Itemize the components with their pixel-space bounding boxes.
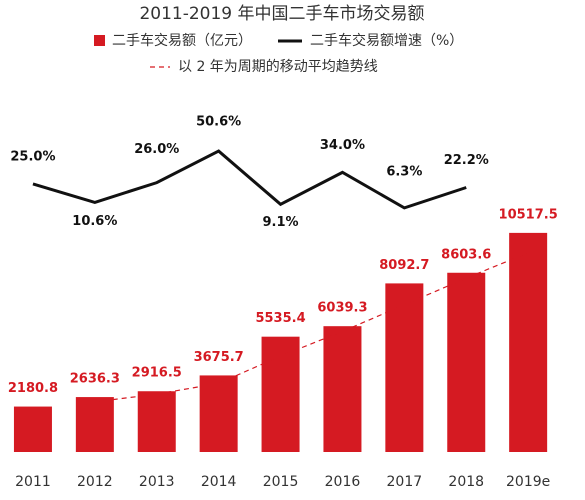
bar	[323, 326, 362, 452]
bar-value-label: 6039.3	[317, 301, 367, 316]
x-tick-label: 2019e	[506, 474, 550, 490]
x-tick-label: 2016	[325, 474, 361, 490]
bar-value-label: 2636.3	[70, 372, 120, 387]
x-tick-label: 2014	[201, 474, 237, 490]
line-value-label: 34.0%	[320, 138, 365, 153]
bar	[13, 406, 52, 452]
line-value-label: 10.6%	[72, 214, 117, 229]
bar-value-label: 2916.5	[132, 366, 182, 381]
x-tick-label: 2017	[387, 474, 423, 490]
bar-value-label: 2180.8	[8, 381, 58, 396]
legend-label: 以 2 年为周期的移动平均趋势线	[178, 59, 378, 75]
bar-value-label: 10517.5	[499, 207, 558, 222]
line-value-label: 6.3%	[386, 164, 422, 179]
bar	[199, 375, 238, 452]
x-tick-label: 2018	[448, 474, 484, 490]
legend-swatch-bar	[94, 35, 105, 46]
bar-value-label: 3675.7	[194, 350, 244, 365]
legend-label: 二手车交易额（亿元）	[112, 32, 252, 49]
x-tick-label: 2015	[263, 474, 299, 490]
bar	[447, 272, 486, 452]
x-tick-label: 2011	[15, 474, 51, 490]
x-tick-label: 2013	[139, 474, 175, 490]
bar-value-label: 8092.7	[379, 258, 429, 273]
line-value-label: 9.1%	[263, 215, 299, 230]
growth-line	[32, 149, 467, 210]
line-value-label: 25.0%	[10, 149, 55, 164]
line-value-label: 26.0%	[134, 142, 179, 157]
line-value-label: 22.2%	[444, 153, 489, 168]
bar-value-label: 8603.6	[441, 247, 491, 262]
bar	[261, 336, 300, 452]
x-tick-label: 2012	[77, 474, 113, 490]
trend-line	[94, 252, 529, 403]
line-value-label: 50.6%	[196, 115, 241, 130]
bar	[137, 391, 176, 452]
legend-label: 二手车交易额增速（%）	[310, 32, 463, 49]
bar	[509, 232, 548, 452]
bar	[75, 397, 114, 452]
bar-value-label: 5535.4	[255, 311, 305, 326]
chart-title: 2011-2019 年中国二手车市场交易额	[139, 4, 424, 24]
bar	[385, 283, 424, 452]
